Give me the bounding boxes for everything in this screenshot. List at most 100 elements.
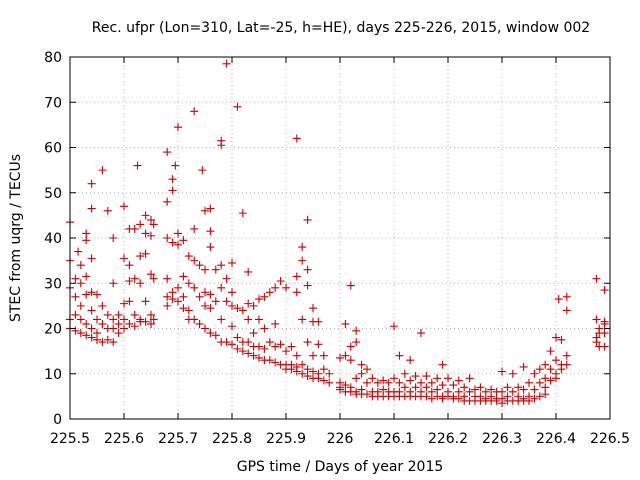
data-point (147, 319, 155, 328)
data-point (168, 238, 177, 247)
data-point (411, 383, 420, 392)
y-tick-label: 60 (44, 141, 62, 157)
data-point (395, 351, 404, 360)
data-point (498, 367, 506, 376)
data-point (206, 290, 215, 299)
data-point (546, 347, 555, 356)
data-point (211, 297, 220, 306)
y-tick-label: 50 (44, 186, 62, 202)
data-point (195, 292, 204, 301)
data-point (287, 342, 296, 351)
data-point (206, 204, 215, 213)
data-point (384, 378, 393, 387)
data-point (292, 367, 301, 376)
data-point (228, 258, 236, 267)
data-point (265, 338, 274, 347)
y-tick-label: 80 (44, 50, 62, 66)
x-tick-label: 226.5 (590, 431, 630, 447)
data-point (141, 211, 150, 220)
data-point (109, 279, 118, 288)
data-point (76, 261, 85, 270)
data-point (357, 369, 366, 378)
data-point (163, 148, 172, 157)
data-point (592, 274, 601, 283)
data-point (390, 374, 398, 383)
data-point (341, 319, 350, 328)
data-point (125, 276, 134, 285)
data-point (303, 265, 312, 274)
data-point (303, 215, 312, 224)
data-point (514, 383, 523, 392)
data-point (314, 340, 323, 349)
data-point (98, 301, 107, 310)
data-point (562, 292, 571, 301)
data-point (454, 376, 463, 385)
data-point (228, 301, 236, 310)
data-point (103, 310, 112, 319)
data-point (444, 374, 452, 383)
data-point (554, 295, 563, 304)
data-point (352, 326, 361, 335)
data-point (179, 236, 188, 245)
data-point (87, 204, 96, 213)
data-point (535, 378, 544, 387)
data-point (82, 290, 91, 299)
data-point (163, 301, 172, 310)
data-point (149, 315, 158, 324)
data-point (303, 281, 312, 290)
y-tick-label: 40 (44, 231, 62, 247)
data-point (125, 261, 134, 270)
data-point (228, 288, 236, 297)
data-point (87, 333, 96, 342)
y-axis-label: STEC from uqrg / TECUs (8, 154, 24, 322)
data-point (346, 356, 355, 365)
data-point (255, 353, 263, 362)
x-tick-label: 226.2 (428, 431, 468, 447)
y-tick-label: 30 (44, 276, 62, 292)
data-point (433, 385, 442, 394)
data-point (309, 367, 317, 376)
data-point (114, 329, 123, 338)
data-point (195, 261, 204, 270)
data-point (201, 301, 209, 310)
data-point (471, 385, 479, 394)
data-point (201, 265, 209, 274)
data-point (120, 202, 128, 211)
data-point (103, 206, 112, 215)
data-point (249, 301, 258, 310)
data-point (465, 387, 474, 396)
x-tick-label: 225.8 (212, 431, 252, 447)
x-axis-label: GPS time / Days of year 2015 (237, 459, 444, 475)
data-point (87, 254, 96, 263)
data-point (530, 385, 539, 394)
data-point (454, 394, 463, 403)
data-point (74, 247, 83, 256)
data-point (163, 197, 172, 206)
data-point (271, 319, 280, 328)
data-point (149, 220, 158, 229)
data-point (109, 315, 118, 324)
x-tick-label: 225.9 (266, 431, 306, 447)
data-point (552, 374, 560, 383)
data-point (130, 224, 139, 233)
data-point (535, 365, 544, 374)
data-point (562, 306, 571, 315)
data-point (244, 299, 253, 308)
data-point (147, 270, 155, 279)
data-point (222, 59, 231, 68)
data-point (546, 376, 555, 385)
data-point (174, 123, 182, 132)
x-tick-label: 226.3 (482, 431, 522, 447)
data-point (260, 344, 269, 353)
data-point (184, 252, 193, 261)
data-point (260, 324, 269, 333)
x-tick-label: 226 (327, 431, 354, 447)
data-point (190, 256, 199, 265)
data-point (168, 186, 177, 195)
data-point (244, 338, 253, 347)
data-point (206, 304, 215, 313)
data-point (82, 229, 91, 238)
y-tick-label: 20 (44, 322, 62, 338)
data-point (390, 322, 398, 331)
data-point (195, 319, 204, 328)
